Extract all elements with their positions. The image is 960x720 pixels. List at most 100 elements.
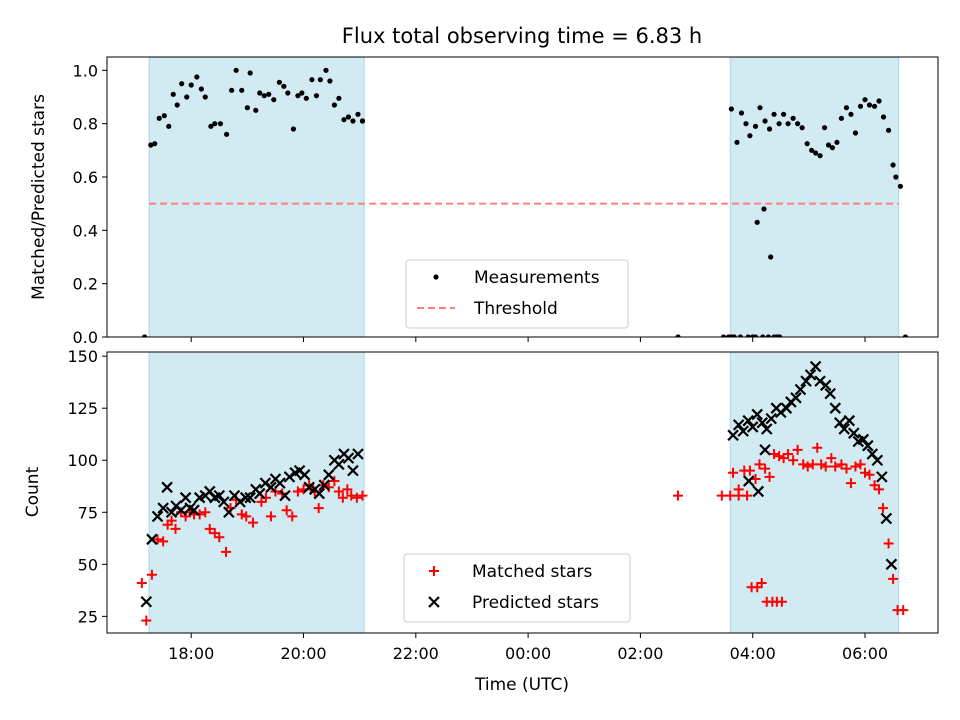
measurement-point bbox=[290, 126, 297, 132]
measurement-point bbox=[341, 117, 347, 123]
measurement-point bbox=[737, 334, 743, 337]
matched-star-point bbox=[337, 492, 348, 503]
predicted-star-point bbox=[824, 387, 836, 400]
measurement-point bbox=[754, 219, 760, 225]
predicted-star-point bbox=[175, 504, 187, 516]
legend: Matched stars Predicted stars bbox=[403, 553, 631, 623]
measurement-point bbox=[257, 90, 263, 96]
predicted-star-point bbox=[847, 427, 860, 439]
measurement-point bbox=[825, 142, 832, 148]
measurement-point bbox=[161, 113, 167, 119]
matched-star-point bbox=[792, 444, 803, 455]
x-tick-label: 06:00 bbox=[842, 644, 888, 663]
measurement-point bbox=[776, 121, 782, 127]
predicted-star-point bbox=[333, 458, 345, 471]
matched-star-point bbox=[812, 442, 823, 453]
matched-star-point bbox=[798, 459, 809, 470]
matched-star-point bbox=[351, 492, 362, 503]
measurement-point bbox=[880, 114, 887, 120]
matched-star-point bbox=[850, 461, 861, 472]
measurement-point bbox=[897, 183, 903, 189]
predicted-star-point bbox=[751, 408, 763, 421]
measurement-point bbox=[745, 334, 751, 337]
measurement-point bbox=[799, 125, 805, 131]
predicted-star-point bbox=[165, 506, 178, 519]
axes-frame bbox=[106, 351, 939, 634]
bottom-xlabel: Time (UTC) bbox=[474, 675, 569, 695]
measurement-point bbox=[821, 125, 828, 131]
predicted-star-point bbox=[244, 491, 256, 504]
matched-star-point bbox=[783, 448, 794, 459]
measurement-point bbox=[313, 93, 320, 99]
matched-star-point bbox=[816, 459, 827, 470]
measurement-point bbox=[323, 67, 329, 73]
predicted-star-point bbox=[298, 469, 311, 481]
y-tick-label: 125 bbox=[67, 399, 98, 418]
legend-marker-matched bbox=[429, 566, 439, 576]
measurement-point bbox=[757, 105, 763, 111]
matched-star-point bbox=[860, 467, 871, 478]
matched-star-point bbox=[673, 490, 684, 501]
y-tick-label: 150 bbox=[67, 347, 98, 366]
plot-area bbox=[136, 360, 909, 626]
observing-window-1 bbox=[148, 56, 365, 338]
measurement-point bbox=[731, 334, 737, 337]
predicted-star-point bbox=[790, 392, 802, 404]
measurement-point bbox=[785, 121, 791, 127]
predicted-star-point bbox=[829, 402, 842, 414]
matched-star-point bbox=[807, 459, 818, 470]
measurement-point bbox=[331, 102, 338, 108]
predicted-star-point bbox=[140, 596, 153, 608]
measurement-point bbox=[276, 79, 282, 85]
measurement-point bbox=[359, 118, 366, 124]
predicted-star-point bbox=[765, 412, 778, 425]
legend-marker-predicted bbox=[428, 596, 440, 608]
matched-star-point bbox=[788, 455, 799, 466]
measurement-point bbox=[838, 115, 845, 121]
matched-star-point bbox=[874, 484, 885, 495]
matched-star-point bbox=[820, 461, 831, 472]
predicted-star-point bbox=[885, 558, 898, 571]
predicted-star-point bbox=[146, 533, 158, 546]
measurement-point bbox=[780, 111, 787, 117]
measurement-point bbox=[771, 111, 777, 117]
matched-star-point bbox=[760, 463, 771, 474]
measurement-point bbox=[271, 97, 277, 103]
measurement-point bbox=[166, 123, 172, 129]
measurement-point bbox=[229, 87, 235, 93]
measurement-point bbox=[194, 74, 200, 80]
series-predicted-stars bbox=[140, 360, 898, 608]
measurement-point bbox=[762, 118, 768, 124]
measurement-point bbox=[743, 121, 749, 127]
y-tick-label: 0.6 bbox=[73, 168, 98, 187]
measurement-point bbox=[857, 103, 864, 109]
matched-star-point bbox=[342, 484, 353, 495]
measurement-point bbox=[295, 93, 301, 99]
x-tick-label: 04:00 bbox=[730, 644, 776, 663]
legend-label: Measurements bbox=[474, 268, 600, 288]
measurement-point bbox=[893, 174, 899, 180]
legend-box bbox=[403, 553, 631, 623]
predicted-star-point bbox=[843, 414, 856, 427]
matched-star-point bbox=[744, 465, 755, 476]
legend-box bbox=[405, 259, 629, 329]
predicted-star-point bbox=[313, 487, 326, 500]
matched-star-point bbox=[200, 507, 211, 518]
predicted-star-point bbox=[800, 375, 812, 387]
measurement-point bbox=[752, 123, 759, 129]
matched-star-point bbox=[836, 459, 847, 470]
measurement-point bbox=[795, 121, 801, 127]
predicted-star-point bbox=[809, 360, 822, 373]
predicted-star-point bbox=[253, 487, 266, 500]
matched-star-point bbox=[214, 532, 225, 543]
predicted-star-point bbox=[880, 512, 893, 525]
axes-frame bbox=[106, 56, 939, 338]
matched-star-point bbox=[152, 534, 163, 545]
measurement-point bbox=[223, 131, 230, 137]
predicted-star-point bbox=[794, 383, 807, 396]
measurement-point bbox=[239, 87, 245, 93]
x-tick-label: 20:00 bbox=[280, 644, 326, 663]
predicted-star-point bbox=[318, 479, 331, 491]
measurement-point bbox=[327, 78, 333, 84]
